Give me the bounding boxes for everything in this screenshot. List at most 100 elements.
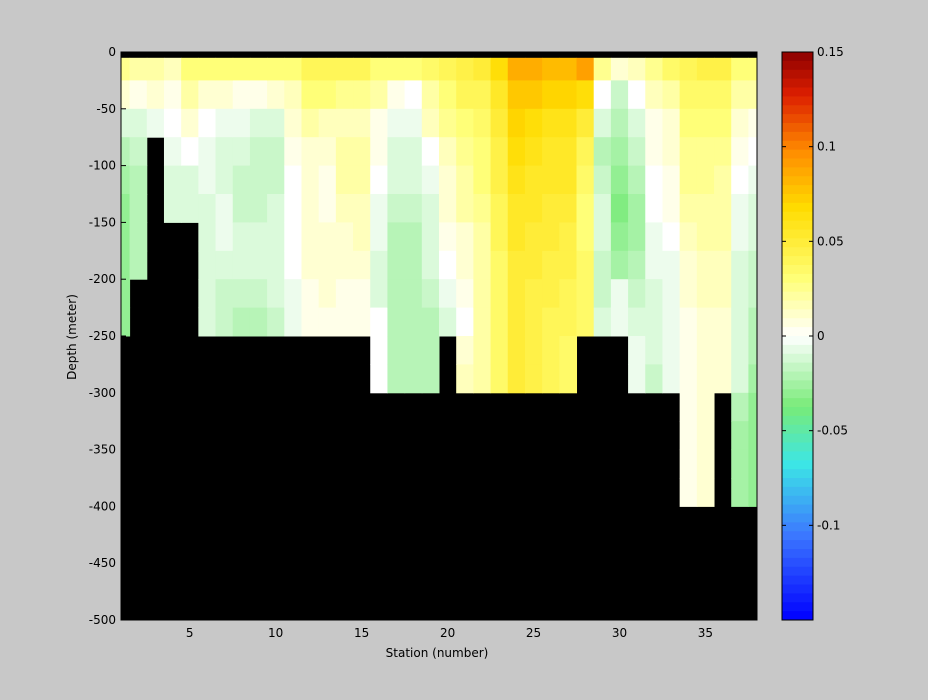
heatmap-cell [696,222,715,252]
heatmap-cell [370,336,388,365]
heatmap-cell [318,194,337,223]
colorbar-swatch [782,202,813,213]
heatmap-cell [748,421,758,451]
heatmap-cell [731,392,749,422]
heatmap-cell [284,57,302,81]
heatmap-cell [696,478,715,507]
heatmap-cell [232,222,251,252]
heatmap-cell [542,279,560,309]
heatmap-cell [301,307,320,337]
heatmap-cell [421,194,440,223]
heatmap-cell [163,194,182,223]
heatmap-cell [731,250,749,280]
heatmap-cell [439,279,457,309]
heatmap-cell [421,165,440,195]
heatmap-cell [679,478,698,507]
y-tick-label: -200 [89,272,116,286]
heatmap-cell [232,165,251,195]
heatmap-cell [507,165,526,195]
heatmap-cell [456,307,474,337]
heatmap-cell [301,279,320,309]
heatmap-cell [748,364,758,394]
heatmap-cell [473,279,492,309]
heatmap-cell [559,57,578,81]
heatmap-cell [370,250,388,280]
heatmap-cell [524,222,543,252]
heatmap-cell [507,80,526,110]
heatmap-cell [507,250,526,280]
heatmap-cell [249,194,268,223]
heatmap-cell [714,80,732,110]
heatmap-cell [121,165,131,195]
heatmap-cell [232,80,251,110]
heatmap-cell [696,250,715,280]
colorbar-swatch [782,309,813,319]
heatmap-cell [353,279,371,309]
heatmap-cell [456,57,474,81]
heatmap-cell [198,80,217,110]
heatmap-cell [524,250,543,280]
heatmap-cell [249,250,268,280]
heatmap-cell [232,137,251,167]
colorbar-swatch [782,380,813,390]
heatmap-cell [421,80,440,110]
heatmap-cell [318,165,337,195]
heatmap-cell [121,137,131,167]
heatmap-cell [610,222,629,252]
x-tick-label: 30 [612,626,627,640]
heatmap-cell [370,80,388,110]
heatmap-cell [129,57,148,81]
heatmap-cell [215,57,234,81]
heatmap-cell [335,165,354,195]
heatmap-cell [353,57,371,81]
heatmap-cell [628,279,646,309]
heatmap-cell [181,57,199,81]
colorbar-swatch [782,415,813,426]
heatmap-cell [284,279,302,309]
colorbar-swatch [782,140,813,151]
heatmap-cell [353,222,371,252]
heatmap-cell [404,279,423,309]
y-tick-label: -400 [89,499,116,513]
heatmap-cell [198,165,217,195]
heatmap-cell [181,137,199,167]
heatmap-cell [335,222,354,252]
heatmap-cell [524,279,543,309]
heatmap-cell [370,364,388,394]
heatmap-cell [576,307,595,337]
heatmap-cell [249,108,268,138]
heatmap-cell [662,57,681,81]
heatmap-cell [301,80,320,110]
heatmap-cell [387,165,406,195]
colorbar-swatch [782,318,813,328]
heatmap-cell [576,222,595,252]
heatmap-cell [610,250,629,280]
heatmap-cell [628,80,646,110]
heatmap-cell [490,279,509,309]
heatmap-cell [129,108,148,138]
heatmap-cell [404,80,423,110]
heatmap-cell [696,307,715,337]
heatmap-cell [593,194,612,223]
x-tick-label: 25 [526,626,541,640]
heatmap-cell [679,336,698,365]
heatmap-cell [662,165,681,195]
heatmap-cell [628,250,646,280]
heatmap-cell [267,57,285,81]
heatmap-cell [439,250,457,280]
colorbar-swatch [782,362,813,372]
heatmap-cell [593,108,612,138]
heatmap-cell [249,137,268,167]
heatmap-cell [542,194,560,223]
heatmap-cell [714,137,732,167]
colorbar-swatch [782,549,813,559]
heatmap-cell [404,307,423,337]
colorbar-swatch [782,424,813,435]
heatmap-cell [679,57,698,81]
heatmap-cell [610,137,629,167]
heatmap-cell [748,108,758,138]
heatmap-cell [353,80,371,110]
y-tick-label: -350 [89,443,116,457]
heatmap-cell [146,80,165,110]
heatmap-cell [267,194,285,223]
